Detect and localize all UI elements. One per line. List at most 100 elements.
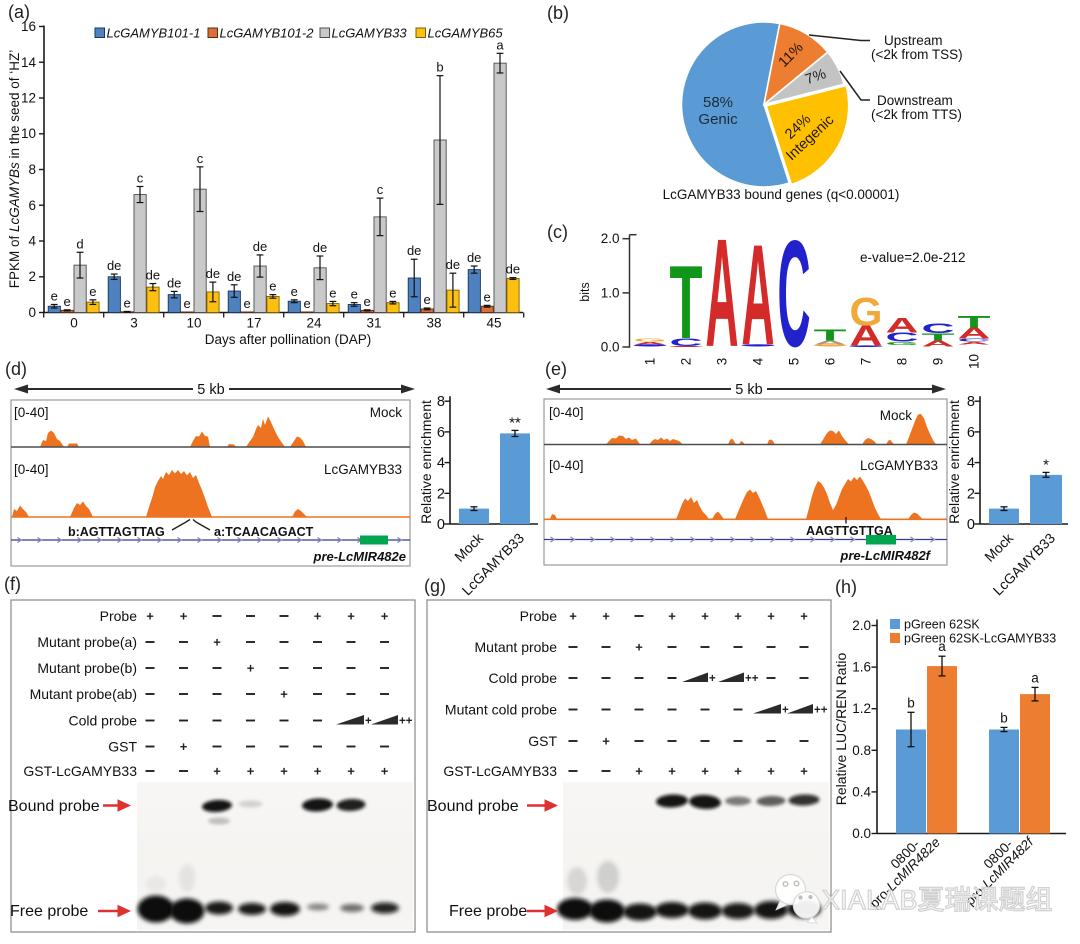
svg-text:1.0: 1.0 [601,285,620,300]
svg-text:LcGAMYB65: LcGAMYB65 [428,26,504,41]
svg-text:2: 2 [437,486,445,502]
svg-text:pre-LcMIR482e: pre-LcMIR482e [313,549,406,564]
svg-text:0: 0 [437,517,445,533]
svg-text:GST-LcGAMYB33: GST-LcGAMYB33 [443,763,557,779]
svg-text:de: de [167,275,181,290]
svg-text:Relative enrichment: Relative enrichment [418,400,434,524]
svg-text:3: 3 [130,316,138,331]
svg-text:+: + [314,763,322,778]
svg-text:Days after pollination (DAP): Days after pollination (DAP) [205,332,372,347]
svg-text:+: + [668,608,676,623]
svg-text:LcGAMYB33 bound genes (q<0.000: LcGAMYB33 bound genes (q<0.00001) [663,187,900,202]
svg-text:10: 10 [967,354,982,369]
svg-text:e: e [363,294,370,309]
svg-text:+: + [701,608,709,623]
svg-text:Genic: Genic [698,111,738,128]
svg-text:6: 6 [28,198,36,213]
svg-text:31: 31 [366,316,381,331]
svg-text:e: e [123,295,130,310]
svg-text:10: 10 [186,316,201,331]
svg-text:*: * [1043,456,1049,473]
svg-text:A: A [922,340,955,349]
svg-text:[0-40]: [0-40] [549,405,584,420]
svg-text:pGreen 62SK: pGreen 62SK [904,618,980,632]
svg-text:e: e [183,296,190,311]
svg-text:Mutant probe: Mutant probe [475,639,558,655]
svg-text:++: ++ [745,673,759,685]
svg-text:Free probe: Free probe [449,903,527,920]
svg-text:+: + [280,686,288,701]
svg-text:8: 8 [437,394,445,410]
svg-text:2.0: 2.0 [852,618,871,633]
svg-text:A: A [814,340,847,346]
svg-text:G: G [634,338,667,343]
svg-text:2: 2 [679,358,694,366]
svg-text:+: + [180,739,188,754]
svg-text:A: A [958,341,991,345]
svg-text:+: + [709,673,716,685]
svg-text:(a): (a) [8,2,30,22]
svg-text:0: 0 [70,316,78,331]
svg-text:(<2k from TSS): (<2k from TSS) [871,47,963,62]
svg-text:0.8: 0.8 [852,743,871,758]
svg-text:+: + [381,608,389,623]
svg-text:a: a [938,639,946,654]
svg-text:+: + [635,763,643,778]
svg-text:24: 24 [306,316,322,331]
svg-text:+: + [213,634,221,649]
svg-text:e: e [483,289,490,304]
svg-text:[0-40]: [0-40] [14,462,49,477]
svg-text:b:AGTTAGTTAG: b:AGTTAGTTAG [68,525,165,539]
svg-text:C: C [958,338,991,343]
svg-text:d: d [76,236,83,251]
svg-text:LcGAMYB33: LcGAMYB33 [860,458,938,473]
svg-text:5 kb: 5 kb [735,382,762,398]
svg-text:(c): (c) [547,222,568,242]
svg-text:8: 8 [967,394,975,410]
svg-text:+: + [635,639,643,654]
svg-text:3: 3 [715,358,730,366]
svg-text:GST: GST [528,733,557,749]
svg-text:Cold probe: Cold probe [69,713,138,729]
svg-text:de: de [107,258,121,273]
svg-text:Mutant cold probe: Mutant cold probe [445,702,557,718]
svg-text:+: + [381,763,389,778]
svg-text:A: A [706,206,739,378]
svg-text:38: 38 [426,316,441,331]
svg-text:(b): (b) [547,3,569,23]
svg-text:AAGTTGTTGA: AAGTTGTTGA [806,524,893,538]
svg-text:+: + [213,763,221,778]
svg-text:+: + [767,763,775,778]
svg-text:6: 6 [823,358,838,366]
svg-text:58%: 58% [703,94,733,111]
svg-text:8: 8 [28,162,36,177]
svg-text:de: de [467,250,481,265]
svg-text:+: + [347,608,355,623]
svg-text:+: + [569,608,577,623]
svg-text:A: A [850,321,883,352]
svg-text:Upstream: Upstream [884,33,943,48]
svg-text:++: ++ [814,705,828,717]
svg-text:(g): (g) [424,576,446,596]
svg-text:e: e [291,284,298,299]
svg-text:e: e [269,279,276,294]
svg-text:2.0: 2.0 [601,231,620,246]
svg-text:+: + [767,608,775,623]
svg-text:de: de [227,269,241,284]
svg-text:G: G [886,341,919,346]
svg-text:+: + [782,705,789,717]
svg-text:de: de [407,243,421,258]
svg-text:LcGAMYB33: LcGAMYB33 [332,26,408,41]
svg-text:Mutant probe(b): Mutant probe(b) [37,660,137,676]
svg-text:e: e [51,289,58,304]
svg-text:12: 12 [21,91,36,106]
svg-text:e: e [329,285,336,300]
svg-text:XIALAB夏瑞课题组: XIALAB夏瑞课题组 [822,885,1053,915]
svg-text:Free probe: Free probe [10,903,88,920]
svg-text:[0-40]: [0-40] [549,458,584,473]
svg-text:de: de [146,268,160,283]
svg-text:A: A [886,313,919,337]
svg-text:45: 45 [486,316,501,331]
svg-text:GST: GST [108,739,137,755]
svg-text:+: + [347,763,355,778]
